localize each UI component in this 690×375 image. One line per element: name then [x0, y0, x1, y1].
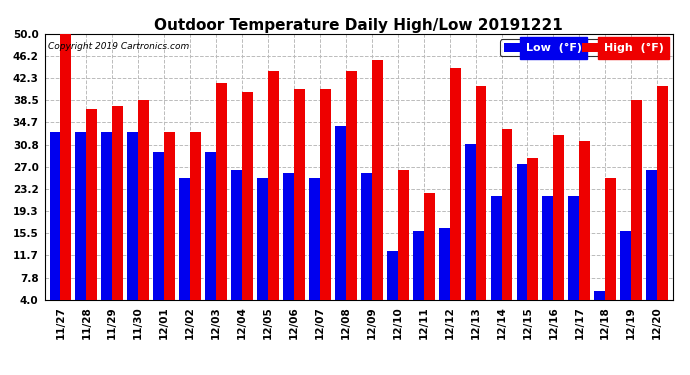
Bar: [50, 132, 61, 300]
Bar: [216, 83, 227, 300]
Bar: [75, 132, 86, 300]
Bar: [361, 172, 372, 300]
Bar: [86, 109, 97, 300]
Bar: [101, 132, 112, 300]
Bar: [491, 196, 502, 300]
Title: Outdoor Temperature Daily High/Low 20191221: Outdoor Temperature Daily High/Low 20191…: [155, 18, 563, 33]
Bar: [309, 178, 320, 300]
Bar: [346, 71, 357, 300]
Bar: [594, 291, 605, 300]
Bar: [475, 86, 486, 300]
Bar: [450, 69, 460, 300]
Bar: [242, 92, 253, 300]
Bar: [424, 193, 435, 300]
Bar: [257, 178, 268, 300]
Bar: [372, 60, 383, 300]
Bar: [502, 129, 513, 300]
Bar: [387, 251, 397, 300]
Bar: [397, 170, 408, 300]
Bar: [605, 178, 616, 300]
Bar: [128, 132, 138, 300]
Bar: [569, 196, 580, 300]
Bar: [61, 34, 71, 300]
Bar: [657, 86, 668, 300]
Bar: [553, 135, 564, 300]
Bar: [439, 228, 450, 300]
Bar: [205, 152, 216, 300]
Bar: [517, 164, 527, 300]
Bar: [580, 141, 590, 300]
Bar: [153, 152, 164, 300]
Bar: [527, 158, 538, 300]
Bar: [190, 132, 201, 300]
Bar: [647, 170, 657, 300]
Bar: [464, 144, 475, 300]
Bar: [112, 106, 124, 300]
Legend: Low  (°F), High  (°F): Low (°F), High (°F): [500, 39, 667, 56]
Bar: [164, 132, 175, 300]
Bar: [631, 100, 642, 300]
Bar: [335, 126, 346, 300]
Bar: [231, 170, 242, 300]
Bar: [542, 196, 553, 300]
Bar: [620, 231, 631, 300]
Text: Copyright 2019 Cartronics.com: Copyright 2019 Cartronics.com: [48, 42, 189, 51]
Bar: [320, 89, 331, 300]
Bar: [294, 89, 305, 300]
Bar: [179, 178, 190, 300]
Bar: [283, 172, 294, 300]
Bar: [138, 100, 149, 300]
Bar: [268, 71, 279, 300]
Bar: [413, 231, 424, 300]
